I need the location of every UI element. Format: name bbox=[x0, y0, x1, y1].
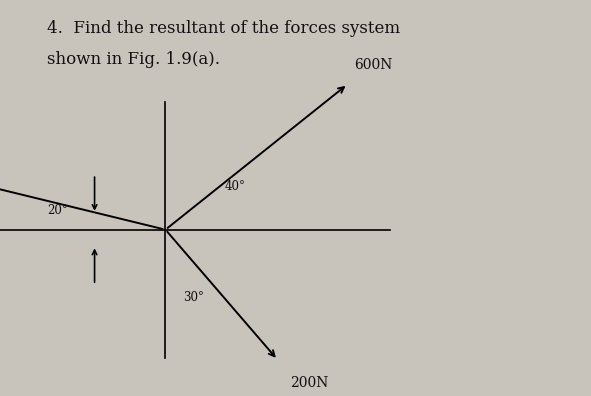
Text: 200N: 200N bbox=[290, 376, 328, 390]
Text: 4.  Find the resultant of the forces system: 4. Find the resultant of the forces syst… bbox=[47, 20, 401, 37]
Text: 40°: 40° bbox=[225, 180, 245, 193]
Text: 30°: 30° bbox=[183, 291, 204, 304]
Text: 20°: 20° bbox=[47, 204, 68, 217]
Text: 600N: 600N bbox=[354, 58, 392, 72]
FancyArrowPatch shape bbox=[168, 87, 344, 228]
FancyArrowPatch shape bbox=[92, 177, 97, 209]
FancyArrowPatch shape bbox=[92, 250, 97, 282]
Text: shown in Fig. 1.9(a).: shown in Fig. 1.9(a). bbox=[47, 51, 220, 69]
FancyArrowPatch shape bbox=[0, 173, 163, 229]
FancyArrowPatch shape bbox=[167, 232, 275, 356]
